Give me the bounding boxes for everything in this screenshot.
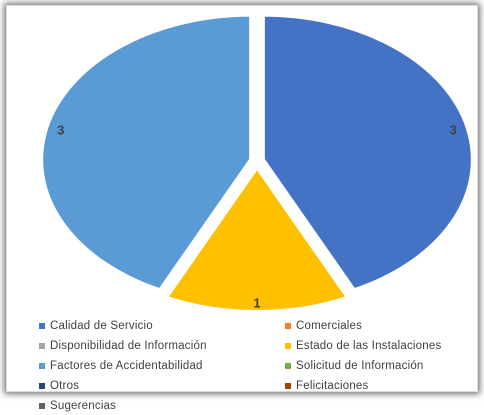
chart-legend: Calidad de Servicio Comerciales Disponibil… [39,316,479,415]
legend-swatch [285,322,291,329]
legend-swatch [285,382,291,389]
data-label: 3 [450,123,457,138]
legend-swatch [39,382,45,389]
legend-item: Calidad de Servicio [39,316,285,335]
legend-label: Estado de las Instalaciones [296,339,442,352]
legend-label: Sugerencias [50,399,117,412]
legend-swatch [285,362,291,369]
legend-swatch [39,362,45,369]
pie-chart: 3 1 3 [39,12,475,314]
pie-slice-calidad-de-servicio [260,12,475,293]
legend-label: Calidad de Servicio [50,319,153,332]
pie-slice-estado-de-las-instalaciones [162,163,352,314]
legend-label: Otros [50,379,80,392]
legend-item: Otros [39,376,285,395]
chart-frame: 3 1 3 Calidad de Servicio Comerciales Dispon… [6,5,478,412]
legend-item: Factores de Accidentabilidad [39,356,285,375]
legend-swatch [39,342,45,349]
legend-item: Disponibilidad de Información [39,336,285,355]
legend-item: Solicitud de Información [285,356,465,375]
legend-item: Felicitaciones [285,376,465,395]
legend-item: Comerciales [285,316,465,335]
legend-swatch [285,342,291,349]
data-label: 3 [57,123,64,138]
legend-label: Disponibilidad de Información [50,339,207,352]
legend-swatch [39,402,45,409]
legend-label: Factores de Accidentabilidad [50,359,203,372]
legend-swatch [39,322,45,329]
legend-item: Estado de las Instalaciones [285,336,465,355]
pie-slice-factores-de-accidentabilidad [39,12,254,293]
legend-label: Felicitaciones [296,379,369,392]
data-label: 1 [253,296,260,311]
legend-label: Solicitud de Información [296,359,424,372]
legend-item: Sugerencias [39,396,285,415]
legend-label: Comerciales [296,319,363,332]
